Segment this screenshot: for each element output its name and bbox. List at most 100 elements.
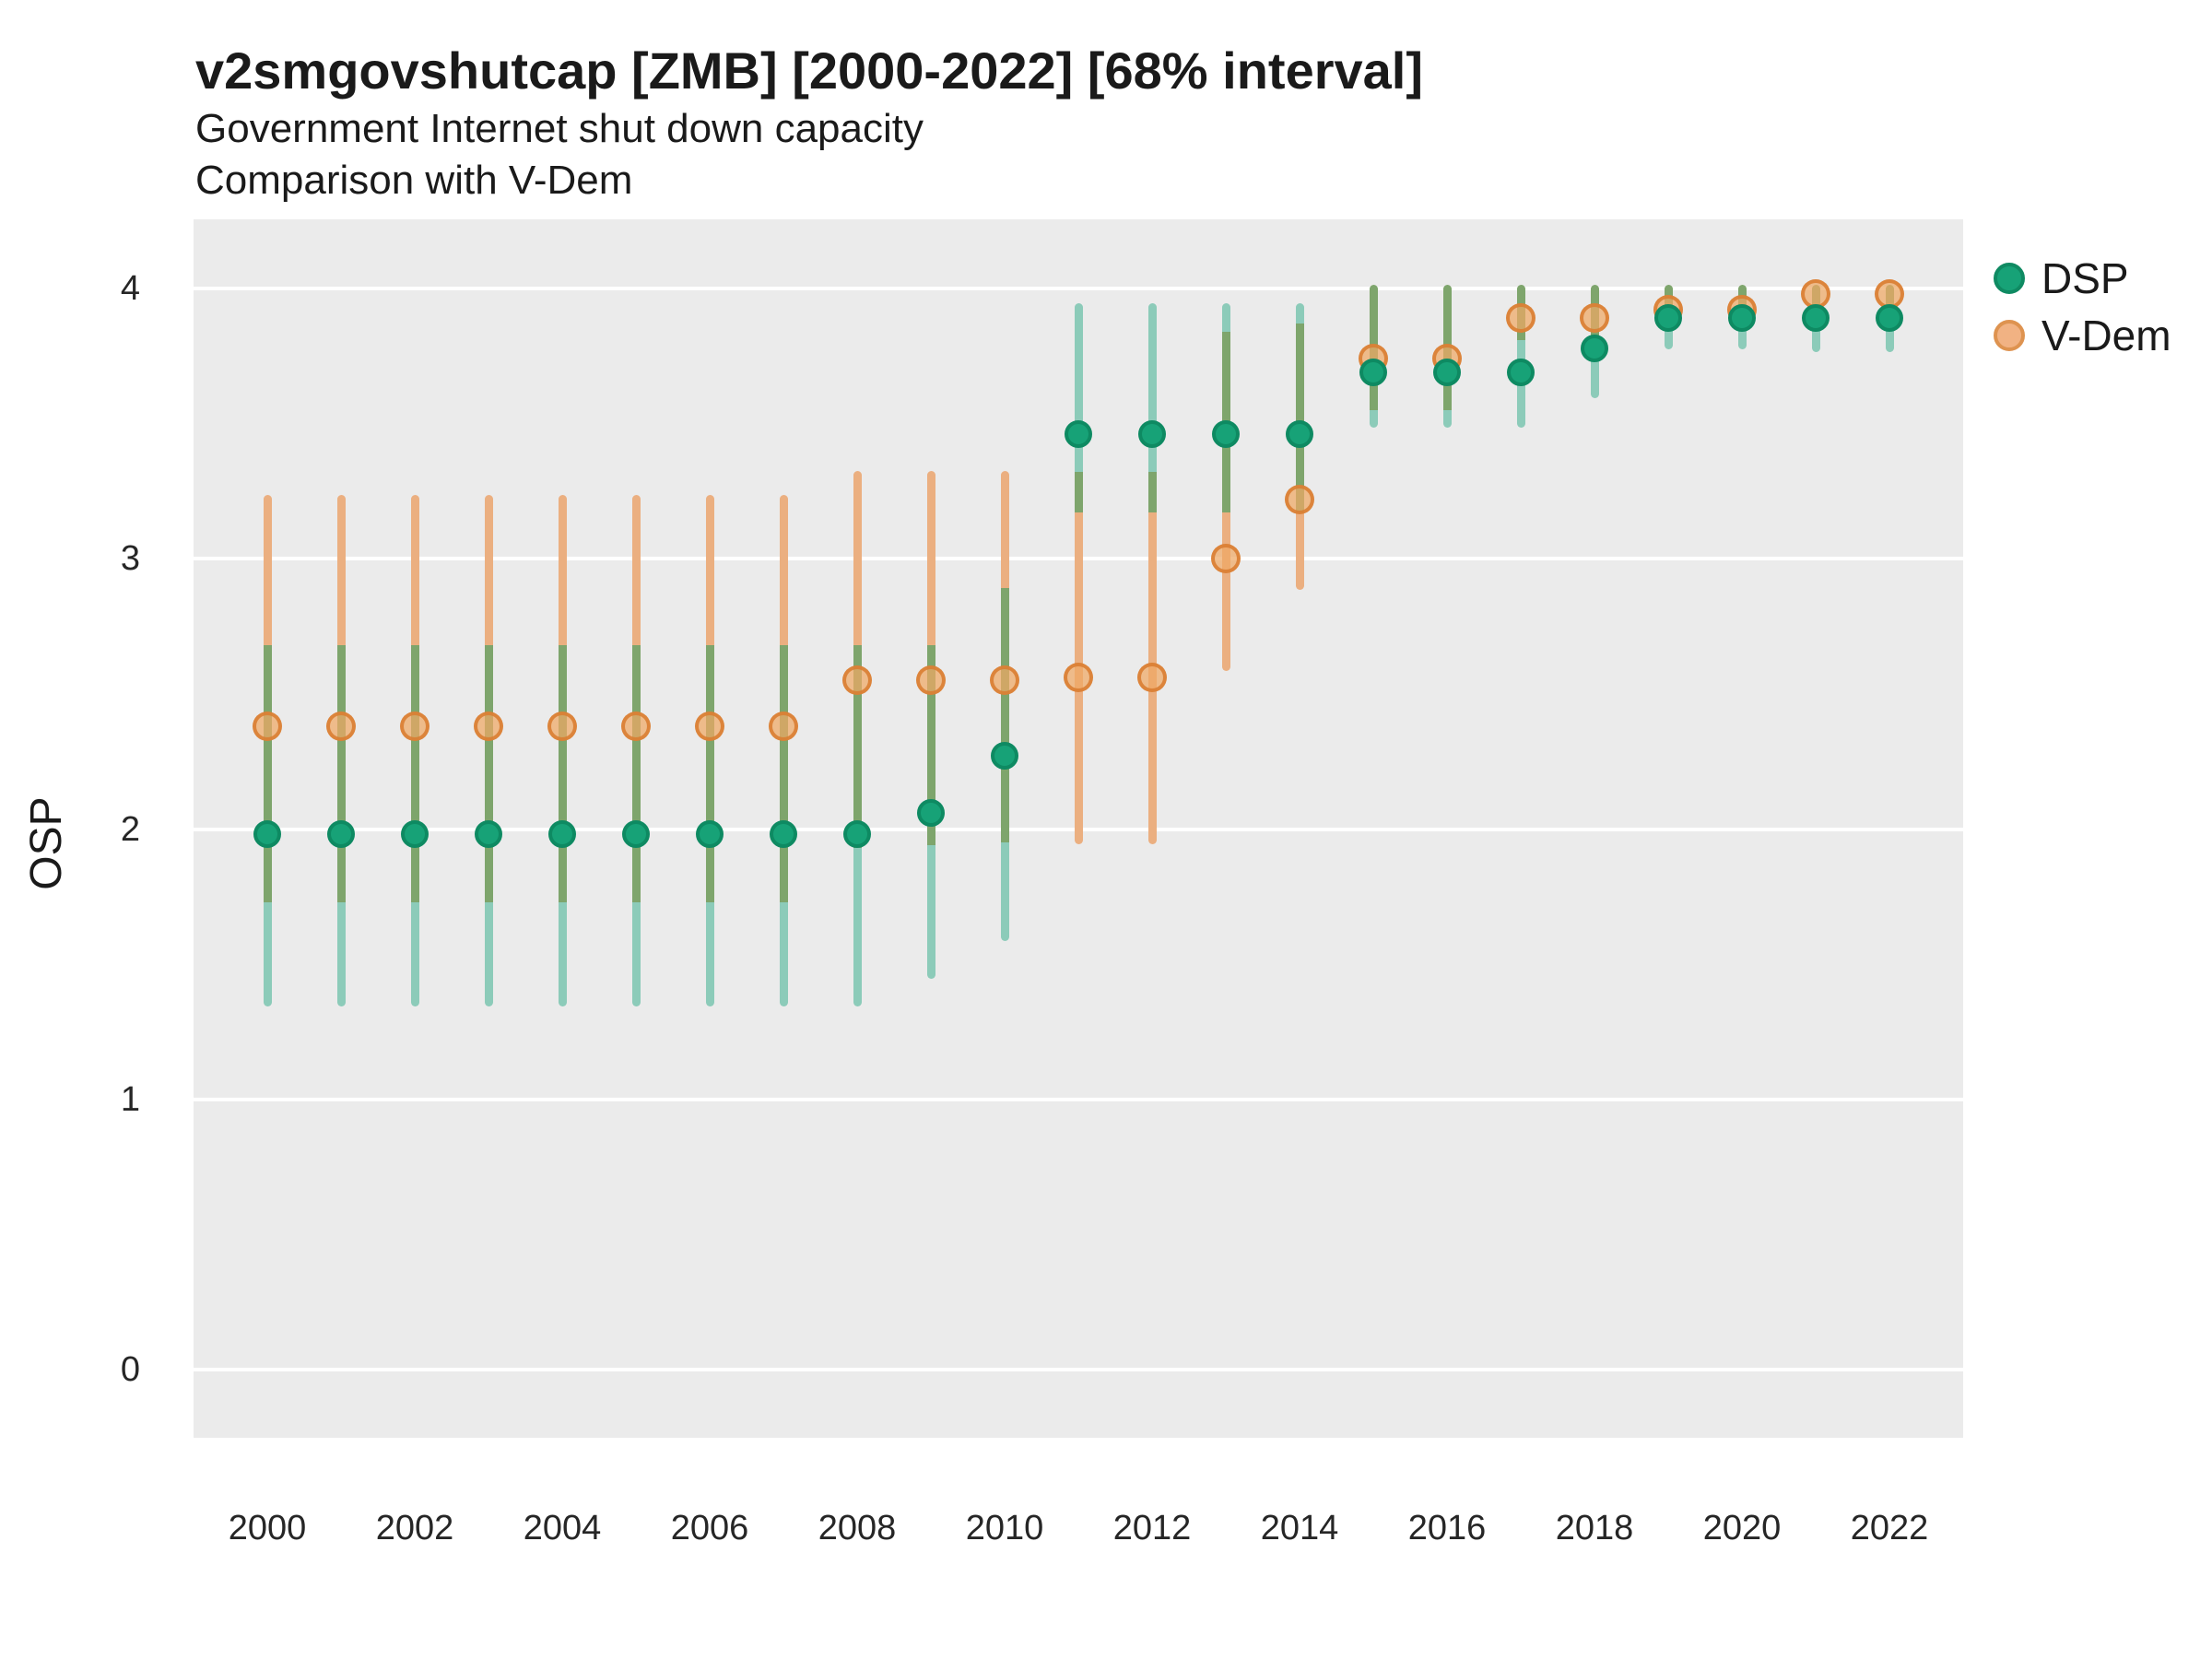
interval-dsp-segment [410,901,419,1006]
interval-dsp-segment [1295,303,1304,324]
interval-dsp-segment [1221,303,1230,332]
interval-overlap-segment [705,645,714,902]
interval-dsp-segment [1369,409,1378,429]
interval-dsp-segment [1000,842,1009,942]
interval-dsp-segment [1885,315,1894,352]
interval-overlap-segment [558,645,567,902]
vdem-point [1137,663,1167,693]
x-tick-label: 2016 [1407,1509,1487,1547]
interval-bar [336,495,346,1006]
vdem-point [400,712,429,742]
interval-dsp-segment [1811,315,1820,352]
interval-dsp-segment [1074,303,1083,473]
interval-vdem-segment [410,495,419,646]
interval-vdem-segment [1221,512,1230,672]
x-tick-label: 2018 [1555,1509,1634,1547]
dsp-point [1359,358,1387,386]
interval-bar [410,495,419,1006]
interval-dsp-segment [779,901,788,1006]
dsp-point [1433,358,1461,386]
interval-dsp-segment [1737,328,1747,350]
interval-vdem-segment [631,495,641,646]
interval-bar [484,495,493,1006]
interval-overlap-segment [853,645,862,848]
interval-bar [1221,303,1230,672]
legend-dsp-label: DSP [2041,254,2129,302]
dsp-point [1507,358,1535,386]
dsp-point [548,820,576,849]
interval-vdem-segment [484,495,493,646]
x-tick-label: 2004 [523,1509,602,1547]
x-tick-label: 2002 [375,1509,454,1547]
vdem-point [326,712,356,742]
y-tick-label: 3 [120,539,140,579]
vdem-point [621,712,651,742]
dsp-point [1876,304,1903,333]
interval-vdem-segment [779,495,788,646]
dsp-point [696,820,724,849]
interval-dsp-segment [853,848,862,1006]
dsp-point [475,820,502,849]
interval-overlap-segment [779,645,788,902]
interval-vdem-segment [705,495,714,646]
chart-subtitle-line1: Government Internet shut down capacity [195,106,924,151]
interval-overlap-segment [336,645,346,902]
interval-bar [926,470,935,980]
dsp-point [1212,420,1240,449]
interval-overlap-segment [410,645,419,902]
dsp-point [1654,304,1682,333]
interval-overlap-segment [1295,324,1304,513]
interval-vdem-segment [336,495,346,646]
interval-dsp-segment [1664,328,1673,350]
interval-bar [853,470,862,1006]
interval-vdem-segment [558,495,567,646]
interval-vdem-segment [263,495,272,646]
vdem-point [1285,484,1314,514]
y-tick-label: 1 [120,1079,140,1119]
dsp-point [401,820,429,849]
interval-bar [1000,470,1009,942]
interval-bar [705,495,714,1006]
vdem-point [1875,278,1904,309]
x-tick-label: 2022 [1850,1509,1929,1547]
interval-dsp-segment [263,901,272,1006]
interval-bar [558,495,567,1006]
interval-overlap-segment [1000,588,1009,843]
x-tick-label: 2012 [1112,1509,1192,1547]
dsp-point [1581,334,1608,362]
dsp-point [1065,420,1092,449]
interval-dsp-segment [1147,303,1157,473]
y-tick-label: 4 [120,269,140,308]
grid-line-y-4 [194,287,1963,290]
x-tick-label: 2010 [965,1509,1044,1547]
grid-line-y-0 [194,1368,1963,1371]
interval-vdem-segment [1295,512,1304,591]
interval-dsp-segment [336,901,346,1006]
interval-overlap-segment [1147,472,1157,513]
interval-bar [1295,303,1304,591]
legend-vdem-marker-icon [1994,320,2025,351]
interval-dsp-segment [484,901,493,1006]
interval-vdem-segment [1000,470,1009,589]
x-tick-label: 2020 [1702,1509,1782,1547]
interval-vdem-segment [926,470,935,646]
grid-line-y-1 [194,1097,1963,1101]
interval-bar [631,495,641,1006]
interval-bar [263,495,272,1006]
vdem-point [1801,278,1830,309]
vdem-point [769,712,798,742]
interval-overlap-segment [484,645,493,902]
x-tick-label: 2000 [228,1509,307,1547]
x-tick-label: 2006 [670,1509,749,1547]
chart-subtitle-line2: Comparison with V-Dem [195,158,633,203]
dsp-point [1728,304,1756,333]
chart-title: v2smgovshutcap [ZMB] [2000-2022] [68% in… [195,41,1423,100]
dsp-point [1138,420,1166,449]
vdem-point [474,712,503,742]
dsp-point [917,798,945,827]
x-tick-label: 2008 [818,1509,897,1547]
interval-bar [1147,303,1157,844]
legend-vdem-label: V-Dem [2041,312,2171,359]
vdem-point [1211,544,1241,574]
